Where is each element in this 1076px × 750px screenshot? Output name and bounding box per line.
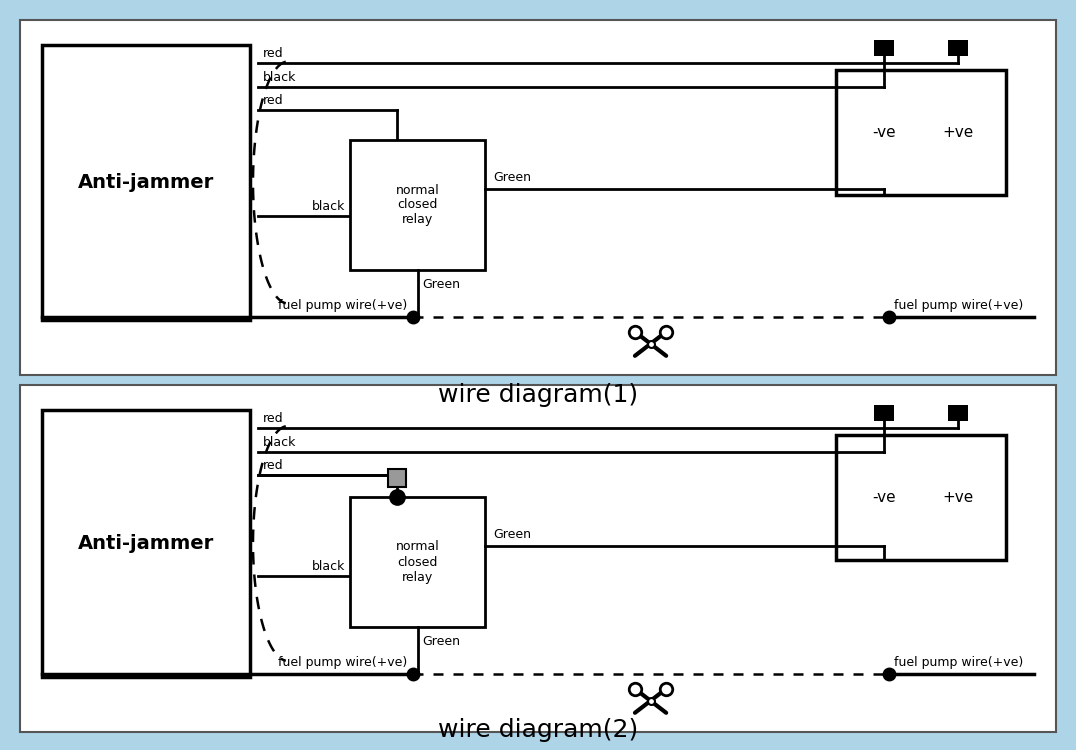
- Bar: [874, 405, 893, 421]
- Text: red: red: [263, 94, 284, 107]
- Text: black: black: [263, 71, 296, 84]
- Text: Anti-jammer: Anti-jammer: [77, 534, 214, 553]
- Bar: [20, 385, 1056, 732]
- Text: Anti-jammer: Anti-jammer: [77, 173, 214, 192]
- Bar: [948, 405, 968, 421]
- Bar: [350, 140, 485, 270]
- Text: red: red: [263, 47, 284, 60]
- Bar: [388, 469, 407, 487]
- Text: Green: Green: [423, 635, 461, 648]
- Text: black: black: [263, 436, 296, 449]
- Text: +ve: +ve: [943, 125, 974, 140]
- Text: fuel pump wire(+ve): fuel pump wire(+ve): [279, 656, 408, 669]
- Text: fuel pump wire(+ve): fuel pump wire(+ve): [893, 656, 1023, 669]
- Text: wire diagram(2): wire diagram(2): [438, 718, 638, 742]
- Bar: [42, 45, 250, 320]
- Text: fuel pump wire(+ve): fuel pump wire(+ve): [893, 299, 1023, 312]
- Bar: [874, 40, 893, 56]
- Bar: [350, 497, 485, 627]
- Text: -ve: -ve: [872, 490, 895, 505]
- Bar: [836, 70, 1006, 195]
- Text: +ve: +ve: [943, 490, 974, 505]
- Text: normal
closed
relay: normal closed relay: [396, 184, 439, 226]
- Bar: [836, 435, 1006, 560]
- Text: red: red: [263, 459, 284, 472]
- Text: normal
closed
relay: normal closed relay: [396, 541, 439, 584]
- Text: Green: Green: [423, 278, 461, 291]
- Bar: [948, 40, 968, 56]
- Text: red: red: [263, 412, 284, 425]
- Bar: [20, 20, 1056, 375]
- Text: black: black: [312, 560, 345, 572]
- Bar: [42, 410, 250, 677]
- Text: fuel pump wire(+ve): fuel pump wire(+ve): [279, 299, 408, 312]
- Text: -ve: -ve: [872, 125, 895, 140]
- Text: Green: Green: [493, 172, 530, 184]
- Text: Green: Green: [493, 529, 530, 542]
- Text: black: black: [312, 200, 345, 212]
- Text: wire diagram(1): wire diagram(1): [438, 383, 638, 407]
